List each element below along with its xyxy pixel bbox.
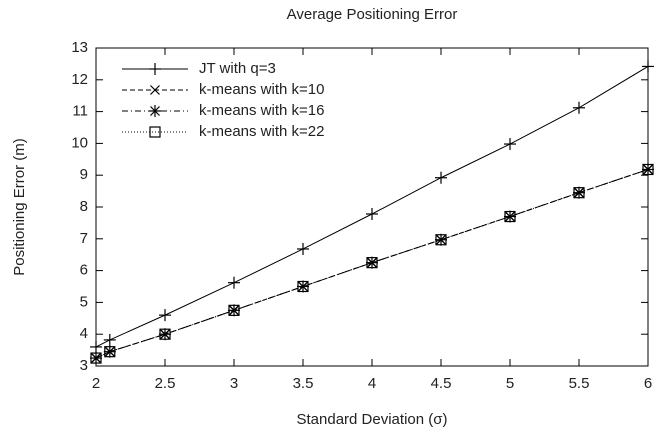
marker-square [366, 257, 378, 269]
marker [159, 328, 171, 341]
y-tick-label: 13 [71, 39, 88, 56]
marker [149, 105, 161, 117]
marker [228, 304, 240, 317]
y-tick-label: 12 [71, 71, 88, 88]
marker [573, 187, 585, 199]
x-tick-label: 4 [368, 375, 376, 392]
y-tick-label: 8 [80, 198, 88, 215]
marker [90, 340, 102, 353]
x-tick-label: 2.5 [155, 375, 176, 392]
marker-square [504, 210, 516, 223]
legend-label: k-means with k=10 [199, 81, 324, 98]
y-tick-label: 7 [80, 230, 88, 247]
marker [642, 163, 654, 176]
marker-square [642, 163, 654, 176]
marker [504, 138, 516, 151]
marker-square [573, 187, 585, 199]
marker [228, 276, 240, 289]
marker-square [159, 328, 171, 340]
marker [228, 304, 240, 316]
y-tick-label: 6 [80, 262, 88, 279]
marker-square [104, 346, 116, 358]
legend-label: k-means with k=22 [199, 123, 324, 140]
marker [366, 256, 378, 269]
marker [150, 85, 160, 95]
marker [504, 210, 516, 223]
marker [504, 210, 516, 223]
marker-square [228, 304, 240, 316]
x-tick-label: 5 [506, 375, 514, 392]
x-tick-label: 3.5 [293, 375, 314, 392]
series-line [95, 66, 649, 348]
marker-stroke [150, 106, 160, 116]
marker-square [435, 234, 447, 246]
marker [103, 333, 116, 346]
marker [297, 280, 309, 293]
x-tick-label: 4.5 [431, 375, 452, 392]
series-line [95, 169, 649, 359]
marker-stroke [160, 329, 170, 340]
x-axis-label: Standard Deviation (σ) [297, 411, 448, 428]
chart-title: Average Positioning Error [287, 6, 458, 23]
marker [435, 233, 447, 246]
y-tick-label: 10 [71, 134, 88, 151]
marker-square [90, 352, 102, 364]
marker-stroke [505, 211, 515, 222]
plot-frame [95, 47, 649, 367]
marker-square [297, 280, 309, 293]
marker-stroke [229, 305, 239, 316]
x-tick-label: 3 [230, 375, 238, 392]
marker [149, 63, 161, 75]
marker [435, 171, 447, 184]
marker-square [149, 126, 161, 138]
x-tick-label: 5.5 [569, 375, 590, 392]
y-tick-label: 9 [80, 166, 88, 183]
y-tick-label: 4 [80, 325, 88, 342]
marker [297, 242, 309, 255]
marker [149, 126, 161, 138]
marker [159, 309, 171, 322]
marker [573, 101, 585, 114]
marker [104, 346, 116, 358]
y-tick-label: 11 [72, 103, 88, 120]
y-tick-label: 3 [80, 357, 88, 374]
marker-stroke [367, 257, 377, 268]
marker [90, 352, 102, 364]
y-axis-label: Positioning Error (m) [11, 138, 28, 276]
marker [435, 234, 447, 246]
marker [366, 257, 378, 269]
marker [159, 328, 171, 340]
legend-label: k-means with k=16 [199, 102, 324, 119]
x-tick-label: 2 [92, 375, 100, 392]
marker [642, 60, 654, 73]
y-tick-label: 5 [80, 293, 88, 310]
marker-stroke [436, 234, 446, 245]
x-tick-label: 6 [644, 375, 652, 392]
marker [642, 163, 654, 176]
series-line [95, 169, 649, 359]
legend-label: JT with q=3 [199, 60, 276, 77]
marker [366, 207, 378, 220]
marker-stroke [643, 164, 653, 175]
marker-stroke [150, 85, 160, 95]
